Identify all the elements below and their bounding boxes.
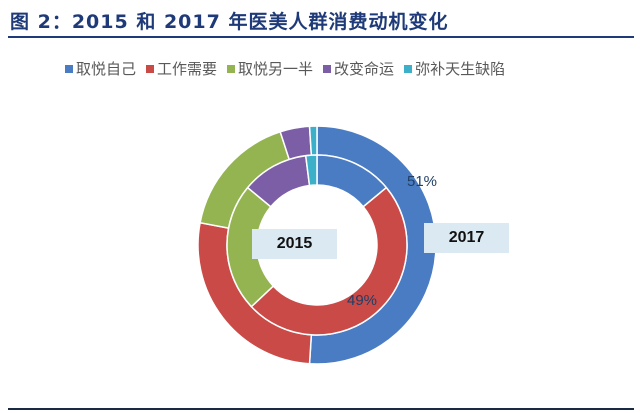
bottom-rule: [8, 408, 634, 410]
inner-red-percent-label: 49%: [347, 292, 378, 309]
legend-label: 取悦自己: [76, 60, 137, 78]
chart-title: 图 2：2015 和 2017 年医美人群消费动机变化: [10, 11, 449, 33]
inner-year-label: 2015: [252, 229, 337, 259]
legend-label: 改变命运: [334, 60, 395, 78]
legend-swatch-icon: [65, 64, 73, 73]
legend-item: 改变命运: [323, 58, 394, 79]
legend-label: 工作需要: [157, 60, 218, 78]
chart-legend: 取悦自己 工作需要 取悦另一半 改变命运 弥补天生缺陷: [65, 58, 505, 79]
legend-swatch-icon: [323, 64, 332, 73]
legend-item: 取悦自己: [65, 58, 136, 79]
legend-item: 取悦另一半: [227, 58, 313, 79]
legend-item: 工作需要: [146, 58, 217, 79]
slice-工作需要: [250, 186, 408, 336]
outer-year-label: 2017: [424, 223, 509, 253]
legend-swatch-icon: [404, 64, 413, 73]
legend-item: 弥补天生缺陷: [404, 58, 505, 79]
slice-弥补天生缺陷: [308, 125, 318, 156]
title-underline: [8, 36, 634, 38]
legend-swatch-icon: [146, 64, 155, 73]
legend-swatch-icon: [227, 64, 236, 73]
slice-弥补天生缺陷: [304, 154, 318, 187]
outer-blue-percent-label: 51%: [407, 173, 438, 190]
inner-ring-2015: [226, 154, 408, 336]
legend-label: 弥补天生缺陷: [415, 60, 506, 78]
legend-label: 取悦另一半: [238, 60, 314, 78]
